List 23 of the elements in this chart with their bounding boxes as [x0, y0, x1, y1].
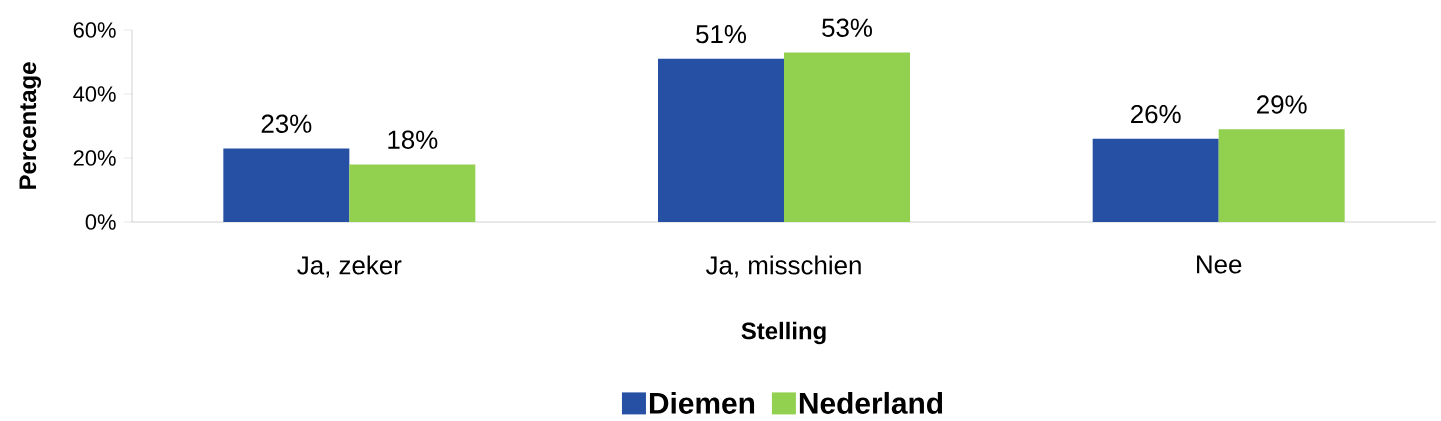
legend-label: Diemen	[649, 391, 755, 414]
y-axis-title: Percentage	[19, 62, 42, 189]
x-tick-label: Nee	[1197, 255, 1242, 274]
bar	[223, 148, 350, 222]
bar	[1218, 129, 1345, 222]
y-tick-label: 60%	[73, 22, 116, 38]
data-label: 29%	[1257, 95, 1307, 114]
bar	[658, 58, 784, 222]
y-tick-label: 40%	[73, 86, 116, 102]
y-tick-label: 20%	[73, 150, 116, 166]
data-label: 23%	[261, 114, 312, 133]
x-axis-title: Stelling	[741, 321, 826, 345]
bar	[784, 52, 911, 222]
x-tick-label: Ja, misschien	[705, 255, 861, 278]
data-label: 18%	[388, 130, 438, 149]
y-tick-label: 0%	[85, 214, 116, 230]
bar	[1092, 138, 1219, 222]
x-tick-label: Ja, zeker	[297, 255, 402, 278]
data-label: 51%	[696, 25, 746, 44]
data-label: 26%	[1131, 104, 1181, 124]
legend-label: Nederland	[799, 391, 943, 414]
data-label: 53%	[822, 18, 872, 37]
bar	[349, 164, 476, 222]
